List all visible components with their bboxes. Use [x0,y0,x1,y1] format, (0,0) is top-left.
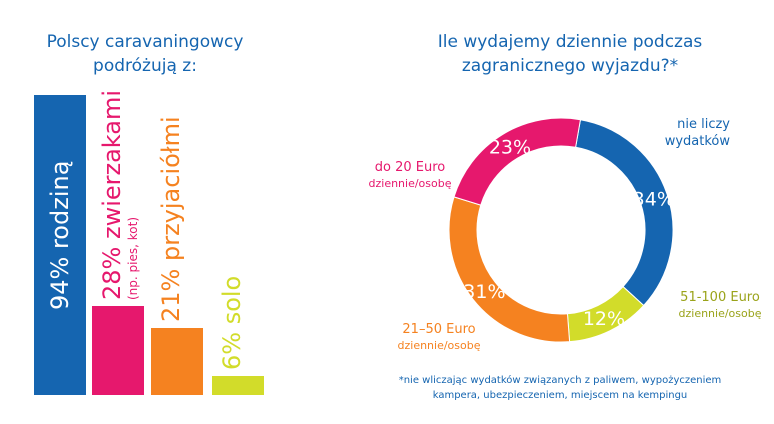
right-chart-title: Ile wydajemy dziennie podczas zagraniczn… [437,32,703,76]
donut-category-label: do 20 Euro dziennie/osobę [360,159,460,191]
donut-category-label-line: dziennie/osobę [397,339,481,352]
donut-category-label-line: 21–50 Euro [402,322,476,337]
bar [34,95,86,395]
donut-value-label: 31% [463,281,505,303]
bar [151,327,203,395]
donut-category-label-line: 51-100 Euro [680,290,760,305]
donut-value-label: 12% [583,308,625,330]
donut-category-label: 51-100 Euro dziennie/osobę [670,289,770,321]
footnote-line: *nie wliczając wydatków związanych z pal… [398,375,722,386]
bar [92,305,144,395]
donut-category-label-line: wydatków [664,134,730,149]
donut-slice [453,117,582,206]
donut-category-label-line: dziennie/osobę [678,307,762,320]
footnote: *nie wliczając wydatków związanych z pal… [380,373,740,403]
donut-category-label-line: do 20 Euro [374,160,446,175]
footnote-line: kampera, ubezpieczeniem, miejscem na kem… [432,390,688,401]
donut-value-label: 34% [633,188,675,210]
left-chart-title: Polscy caravaningowcy podróżują z: [46,32,244,76]
donut-value-label: 23% [489,136,531,158]
donut-category-label-line: dziennie/osobę [368,177,452,190]
bar [212,375,264,395]
donut-category-label: 21–50 Euro dziennie/osobę [384,321,494,353]
donut-category-label: nie liczy wydatków [600,116,730,150]
donut-category-label-line: nie liczy [677,117,730,132]
